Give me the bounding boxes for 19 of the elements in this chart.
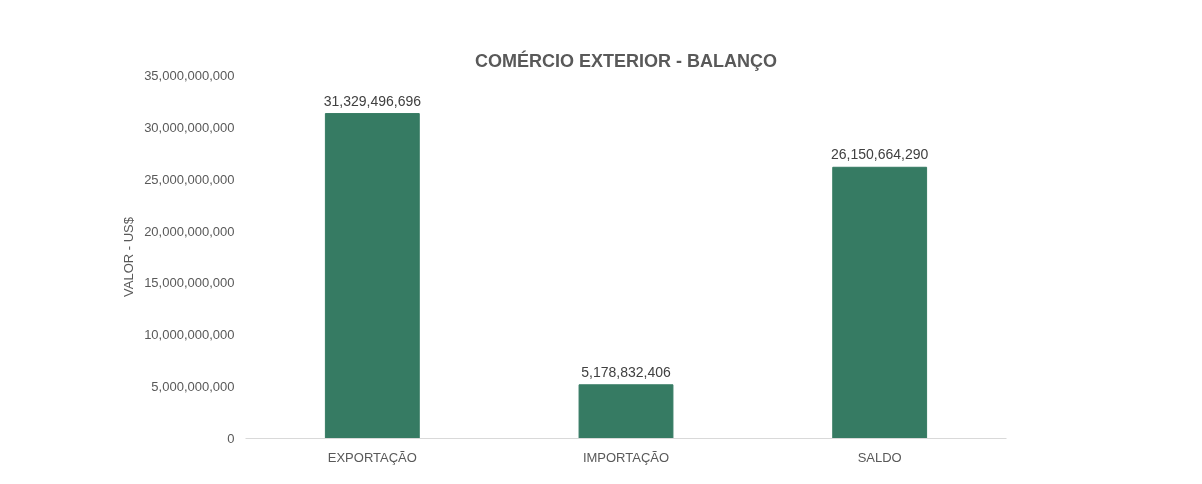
y-tick-label: 15,000,000,000 [144,275,235,291]
y-tick-label: 30,000,000,000 [144,119,235,135]
bar [578,384,674,439]
data-label: 5,178,832,406 [581,363,671,380]
bar [324,113,420,439]
data-label: 26,150,664,290 [831,146,929,163]
chart-title: COMÉRCIO EXTERIOR - BALANÇO [475,49,778,71]
data-label: 31,329,496,696 [323,92,422,109]
y-tick-label: 10,000,000,000 [144,327,235,343]
y-tick-label: 20,000,000,000 [144,223,235,239]
y-tick-label: 0 [227,431,235,446]
y-tick-label: 5,000,000,000 [151,379,235,395]
x-tick-label: SALDO [857,449,902,465]
x-tick-label: IMPORTAÇÃO [582,449,670,465]
y-tick-label: 25,000,000,000 [144,171,235,187]
bar [832,166,928,439]
y-tick-label: 35,000,000,000 [144,68,235,83]
x-tick-label: EXPORTAÇÃO [327,449,417,465]
y-axis-title: VALOR - US$ [121,216,137,297]
